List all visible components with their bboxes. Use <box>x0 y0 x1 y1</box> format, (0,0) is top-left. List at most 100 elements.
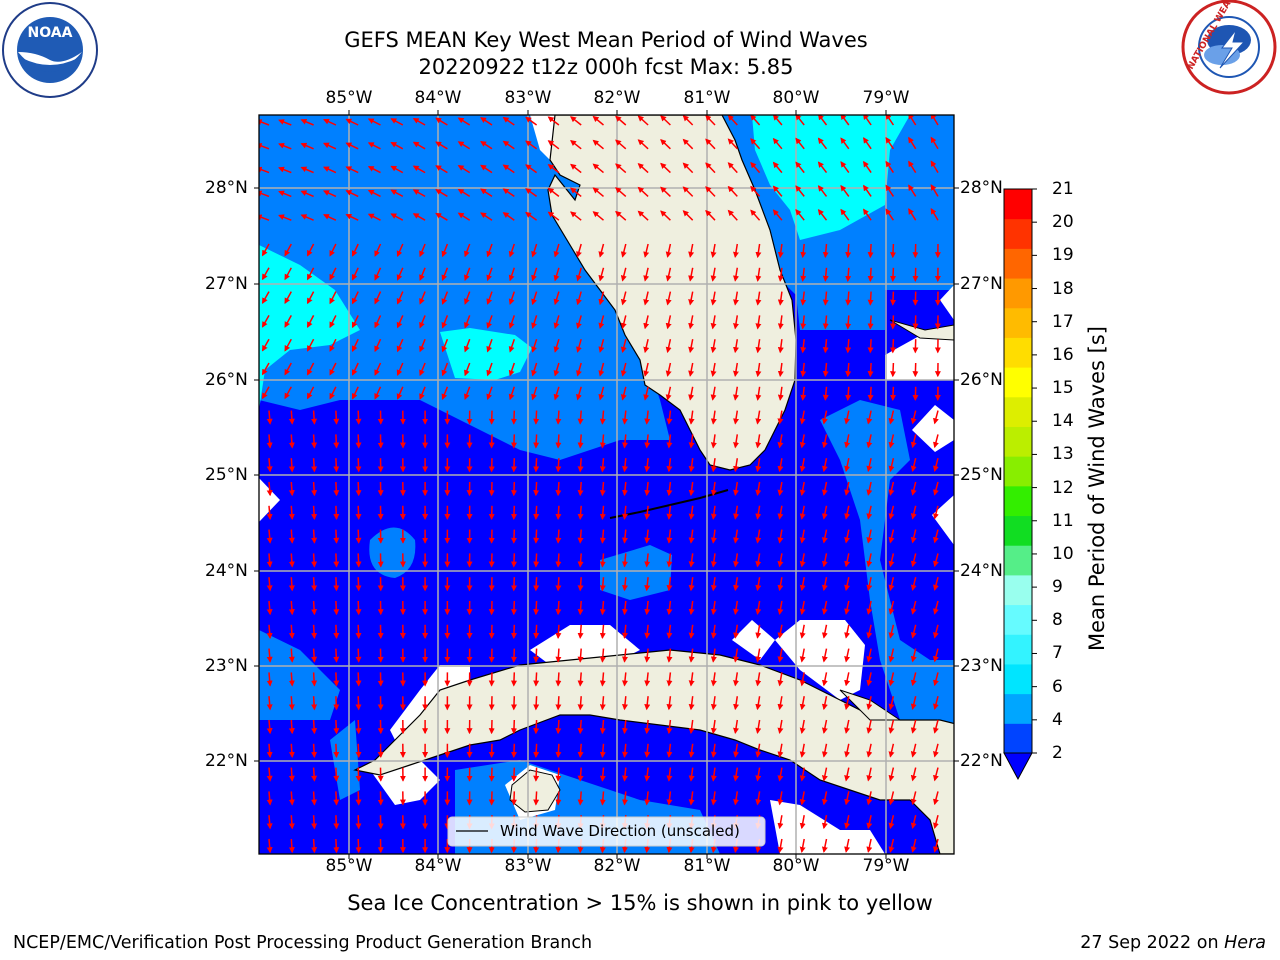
wind-arrow <box>908 184 917 197</box>
wind-arrow <box>531 267 538 282</box>
map-area <box>259 115 954 854</box>
wind-arrow <box>888 719 895 734</box>
wind-arrow <box>486 315 493 329</box>
wind-arrow <box>261 291 270 304</box>
wind-arrow <box>930 160 939 173</box>
wind-arrow <box>531 291 538 306</box>
wind-arrow <box>665 267 672 282</box>
wind-arrow <box>396 338 404 353</box>
wind-arrow <box>733 767 740 782</box>
wind-arrow <box>844 743 851 758</box>
wind-arrow <box>910 838 917 853</box>
wind-arrow <box>266 529 273 544</box>
map-frame <box>258 114 955 855</box>
wind-arrow <box>577 624 584 639</box>
wind-arrow <box>288 458 295 473</box>
wind-arrow <box>533 410 540 425</box>
wind-arrow <box>374 315 382 329</box>
wind-arrow <box>799 529 806 544</box>
wind-arrow <box>910 767 917 782</box>
wind-arrow <box>637 186 649 197</box>
wind-arrow <box>531 243 538 258</box>
wind-arrow <box>710 410 717 425</box>
wind-arrow <box>480 117 493 126</box>
wind-arrow <box>510 458 517 473</box>
wind-arrow <box>300 190 314 198</box>
wind-arrow <box>547 163 560 174</box>
wind-arrow <box>799 410 806 425</box>
wind-arrow <box>396 291 404 305</box>
wind-arrow <box>412 141 426 150</box>
wind-arrow <box>345 190 359 198</box>
wind-arrow <box>508 362 516 377</box>
wind-arrow <box>486 291 493 305</box>
wind-arrow <box>867 291 874 306</box>
wind-arrow <box>888 577 895 592</box>
wind-arrow <box>866 458 873 473</box>
colorbar-segment <box>1004 723 1032 754</box>
wind-arrow <box>333 719 340 735</box>
wind-arrow <box>390 141 404 150</box>
wind-arrow <box>553 362 560 377</box>
wind-arrow <box>351 291 359 305</box>
wind-arrow <box>300 142 314 150</box>
wind-arrow <box>710 505 717 520</box>
wind-arrow <box>266 458 273 473</box>
wind-arrow <box>374 338 382 353</box>
lat-label-right-28n: 28°N <box>960 178 1003 198</box>
wind-arrow <box>710 267 717 282</box>
wind-arrow <box>710 458 717 473</box>
wind-arrow <box>533 481 540 497</box>
wind-arrow <box>666 791 673 806</box>
wind-arrow <box>799 791 806 806</box>
wind-arrow <box>867 339 874 354</box>
wind-arrow <box>688 553 695 568</box>
wind-arrow <box>553 386 560 401</box>
wind-arrow <box>799 719 806 734</box>
wind-arrow <box>620 267 627 282</box>
lon-label-bottom-81w: 81°W <box>683 856 731 876</box>
wind-arrow <box>577 600 584 616</box>
wind-arrow <box>480 164 493 174</box>
wind-arrow <box>777 672 784 687</box>
wind-arrow <box>821 624 828 639</box>
wind-arrow <box>261 338 270 352</box>
wind-arrow <box>620 291 627 306</box>
wind-arrow <box>333 648 340 663</box>
lon-label-bottom-82w: 82°W <box>593 856 641 876</box>
colorbar-tick-label: 18 <box>1052 278 1074 299</box>
wind-arrow <box>772 185 783 197</box>
wind-arrow <box>933 743 939 758</box>
wind-arrow <box>599 434 606 449</box>
wind-arrow <box>845 386 852 401</box>
wind-arrow <box>441 243 449 258</box>
wind-arrow <box>817 137 828 150</box>
wind-arrow <box>288 743 295 758</box>
lon-label-top-84w: 84°W <box>414 88 462 108</box>
wind-arrow <box>733 600 740 615</box>
colorbar-segment <box>1004 663 1032 695</box>
wind-arrow <box>510 672 517 687</box>
wind-arrow <box>592 187 604 197</box>
wind-arrow <box>311 410 318 425</box>
wind-arrow <box>844 481 851 496</box>
wind-arrow <box>710 291 717 306</box>
wind-arrow <box>866 815 873 830</box>
wind-arrow <box>933 624 939 639</box>
wind-arrow <box>621 791 628 806</box>
wind-arrow <box>333 815 340 830</box>
lon-label-top-81w: 81°W <box>683 88 731 108</box>
wind-arrow <box>644 791 651 806</box>
wind-arrow <box>374 362 382 376</box>
map-ticks <box>254 110 959 859</box>
wind-arrow <box>412 165 426 174</box>
wind-arrow <box>755 529 762 544</box>
lon-label-top-85w: 85°W <box>325 88 373 108</box>
wind-arrow <box>555 719 562 735</box>
wind-arrow <box>311 767 318 782</box>
wind-arrow <box>733 672 740 687</box>
wind-arrow <box>821 672 828 687</box>
wind-arrow <box>710 743 717 758</box>
wind-arrow <box>727 162 738 174</box>
wind-arrow <box>795 185 805 197</box>
